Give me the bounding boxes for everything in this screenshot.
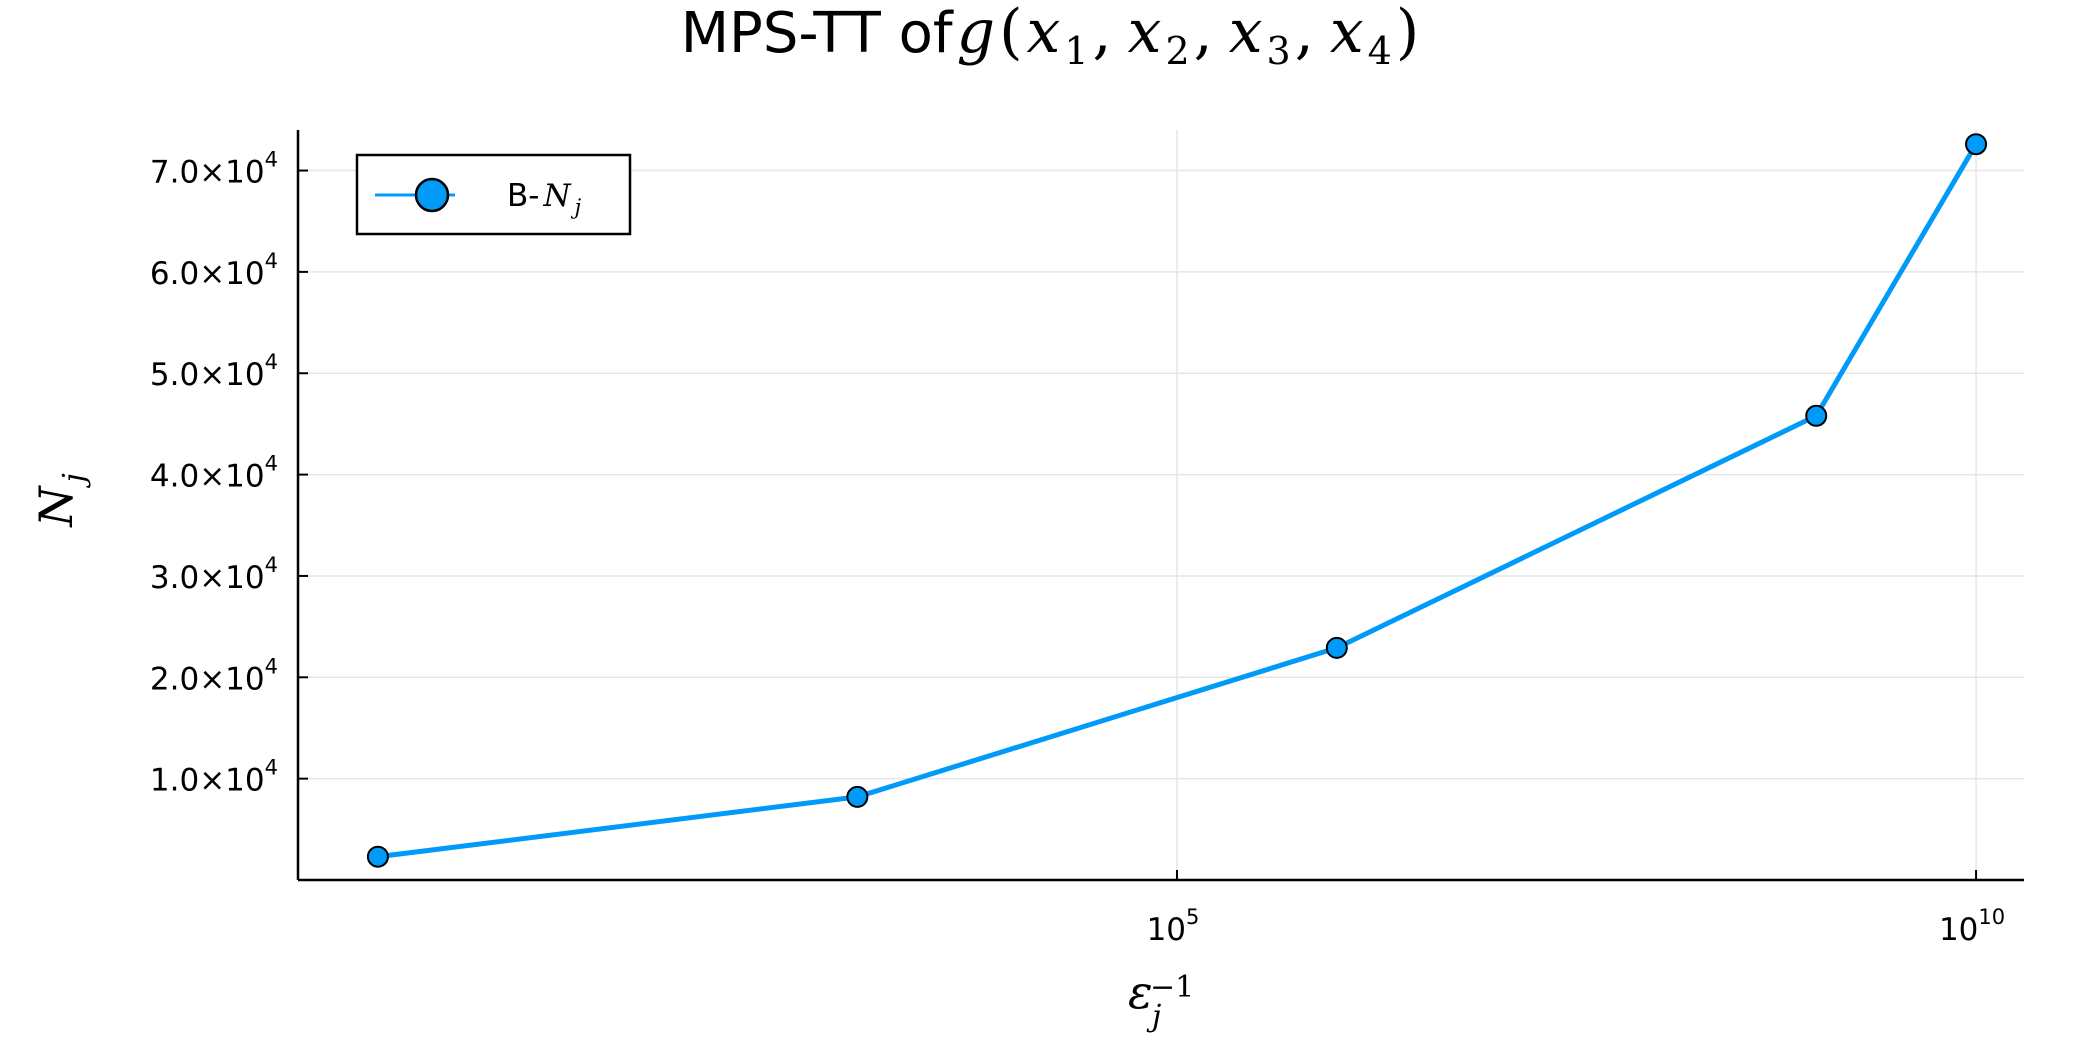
y-axis-label: N j <box>29 473 92 528</box>
y-tick-label: 4.0×104 <box>150 452 278 495</box>
y-tick-label: 6.0×104 <box>150 249 278 292</box>
chart-title: MPS-TT of g ( x 1 , x 2 , x 3 , x 4 ) <box>681 0 1420 73</box>
y-tick-label: 3.0×104 <box>150 553 278 596</box>
svg-text:MPS-TT of g: MPS-TT of g ( x 1 , x 2 , x 3 , x 4 ) <box>681 0 1420 73</box>
svg-text:ε: ε <box>1128 965 1153 1019</box>
legend-marker <box>414 177 450 213</box>
y-tick-labels: 1.0×104 2.0×104 3.0×104 4.0×104 5.0×104 6.0×1… <box>150 148 278 799</box>
y-tick-label: 5.0×104 <box>150 350 278 393</box>
data-point <box>1325 636 1348 659</box>
data-point <box>1965 133 1988 156</box>
y-tick-label: 2.0×104 <box>150 654 278 697</box>
legend-label: B- N j <box>507 178 582 219</box>
grid-lines <box>298 130 2024 880</box>
series-layer <box>366 133 1988 868</box>
axes <box>296 130 2024 882</box>
x-tick-labels: 105 1010 <box>1147 905 2006 948</box>
data-point <box>366 845 389 868</box>
data-point <box>846 785 869 808</box>
x-tick-label: 1010 <box>1939 905 2005 948</box>
x-tick-label: 105 <box>1147 905 1200 948</box>
x-axis-label: ε j −1 <box>1128 965 1194 1034</box>
svg-text:−1: −1 <box>1150 970 1194 1005</box>
y-tick-label: 7.0×104 <box>150 148 278 191</box>
data-point <box>1805 404 1828 427</box>
svg-text:N j: N j <box>29 473 92 528</box>
legend: B- N j <box>355 153 632 236</box>
chart-title-func: g <box>957 0 995 67</box>
y-tick-label: 1.0×104 <box>150 756 278 799</box>
chart-title-text: MPS-TT of <box>681 1 954 66</box>
